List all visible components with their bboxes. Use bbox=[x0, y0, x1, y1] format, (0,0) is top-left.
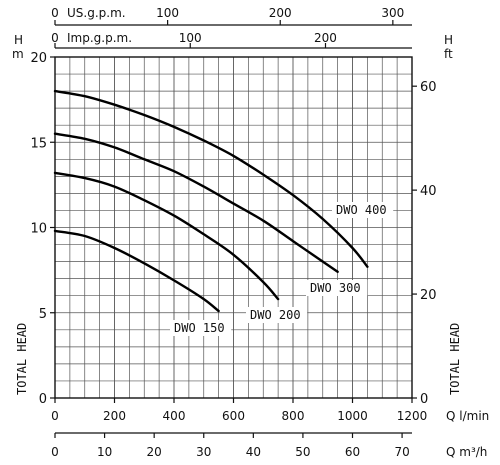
series-label-bg-dwo-150 bbox=[170, 320, 232, 336]
x-tick-label-lmin: 1200 bbox=[397, 409, 428, 423]
y-tick-label-m: 10 bbox=[30, 222, 47, 237]
y-tick-label-m: 0 bbox=[39, 392, 47, 407]
x-tick-label-m3h: 10 bbox=[97, 445, 112, 459]
series-label-bg-dwo-200 bbox=[246, 307, 308, 323]
series-label-dwo-200: DWO 200 bbox=[250, 308, 301, 322]
series-label-bg-dwo-300 bbox=[306, 280, 368, 296]
y-right-unit-bottom: ft bbox=[444, 47, 453, 61]
x-tick-label-m3h: 50 bbox=[295, 445, 310, 459]
curve-dwo-300 bbox=[53, 132, 339, 273]
x-tick-label-m3h: 60 bbox=[345, 445, 360, 459]
x-axis-label-lmin: Q l/min bbox=[446, 409, 489, 423]
y-tick-label-ft: 60 bbox=[420, 80, 437, 95]
y-right-unit-top: H bbox=[444, 33, 453, 47]
y-tick-label-ft: 0 bbox=[420, 392, 428, 407]
series-label-dwo-300: DWO 300 bbox=[310, 281, 361, 295]
curve-dwo-200 bbox=[53, 171, 280, 301]
tick-label-imp-gpm: 0 bbox=[51, 31, 59, 45]
y-tick-label-ft: 20 bbox=[420, 288, 437, 303]
x-tick-label-m3h: 0 bbox=[51, 445, 59, 459]
series-label-dwo-400: DWO 400 bbox=[336, 203, 387, 217]
tick-label-imp-gpm: 100 bbox=[179, 31, 202, 45]
axes bbox=[50, 20, 417, 438]
x-tick-label-lmin: 0 bbox=[51, 409, 59, 423]
y-right-title: TOTAL HEAD bbox=[448, 323, 462, 395]
y-tick-label-ft: 40 bbox=[420, 184, 437, 199]
y-tick-label-m: 20 bbox=[30, 51, 47, 66]
tick-label-us-gpm: 200 bbox=[269, 6, 292, 20]
grid bbox=[54, 56, 413, 399]
y-left-unit-top: H bbox=[14, 33, 23, 47]
x-axis-label-m3h: Q m³/h bbox=[446, 445, 487, 459]
curve-dwo-150 bbox=[53, 229, 220, 313]
tick-label-us-gpm: 0 bbox=[51, 6, 59, 20]
x-tick-label-lmin: 400 bbox=[163, 409, 186, 423]
x-tick-label-lmin: 600 bbox=[222, 409, 245, 423]
x-tick-label-m3h: 70 bbox=[394, 445, 409, 459]
y-left-unit-bottom: m bbox=[12, 47, 24, 61]
curve-dwo-400 bbox=[53, 89, 369, 268]
y-tick-label-m: 5 bbox=[39, 307, 47, 322]
tick-label-us-gpm: 300 bbox=[381, 6, 404, 20]
tick-label-imp-gpm: 200 bbox=[314, 31, 337, 45]
x-tick-label-m3h: 20 bbox=[147, 445, 162, 459]
x-tick-label-m3h: 30 bbox=[196, 445, 211, 459]
top-axis-us-label: US.g.p.m. bbox=[67, 6, 126, 20]
labels: 0 5 10 15 20 Hm TOTAL HEAD 0 20 40 60 Hft TOTAL HEAD… bbox=[12, 6, 489, 459]
tick-label-us-gpm: 100 bbox=[156, 6, 179, 20]
x-tick-label-lmin: 200 bbox=[103, 409, 126, 423]
y-left-title: TOTAL HEAD bbox=[15, 323, 29, 395]
series-label-bg-dwo-400 bbox=[332, 202, 394, 218]
series-label-dwo-150: DWO 150 bbox=[174, 321, 225, 335]
x-tick-label-lmin: 1000 bbox=[337, 409, 368, 423]
x-tick-label-m3h: 40 bbox=[246, 445, 261, 459]
x-tick-label-lmin: 800 bbox=[282, 409, 305, 423]
top-axis-imp-label: Imp.g.p.m. bbox=[67, 31, 132, 45]
curves bbox=[53, 89, 369, 313]
y-tick-label-m: 15 bbox=[30, 136, 47, 151]
